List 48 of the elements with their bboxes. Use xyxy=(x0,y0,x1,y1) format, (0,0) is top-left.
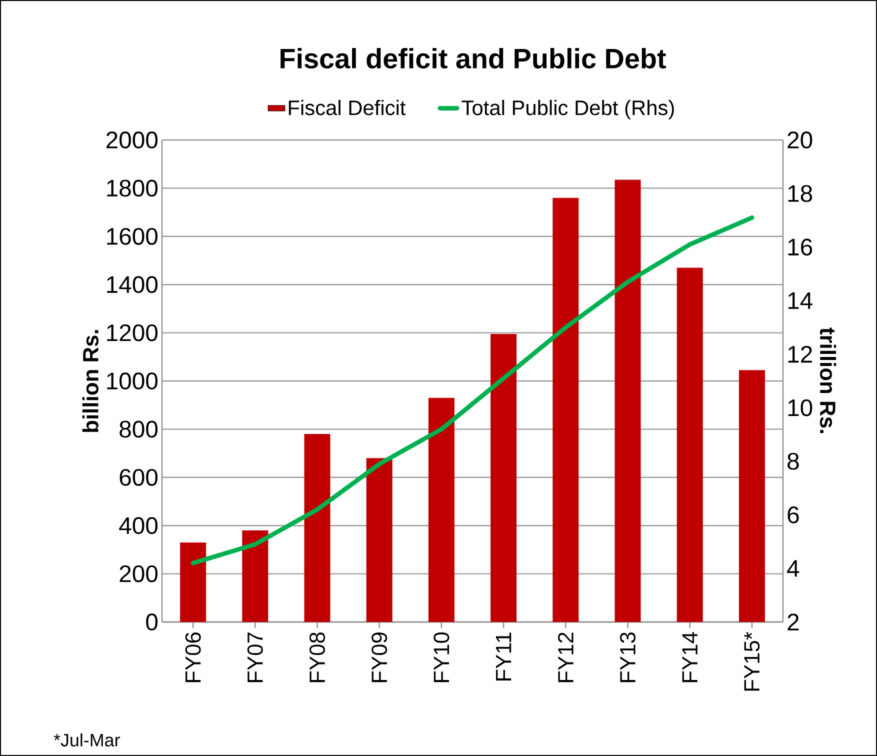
bar xyxy=(180,542,206,622)
y2-tick-label: 14 xyxy=(788,292,812,309)
y-tick-label: 1000 xyxy=(107,372,158,390)
x-tick-label: FY15* xyxy=(744,632,760,691)
y2-tick-label: 20 xyxy=(788,132,812,148)
x-tick-label: FY06 xyxy=(185,632,201,682)
x-tick-label: FY12 xyxy=(558,632,574,682)
x-tick-label: FY09 xyxy=(372,632,388,682)
bar xyxy=(676,268,703,622)
bar xyxy=(614,180,641,622)
y2-axis-title: trillion Rs. xyxy=(820,328,836,434)
x-tick-label: FY13 xyxy=(620,632,636,682)
bar xyxy=(304,434,330,622)
y2-tick-label: 8 xyxy=(788,452,799,470)
y-axis-title: billion Rs. xyxy=(82,330,98,432)
y2-tick-label: 18 xyxy=(788,185,812,202)
bar xyxy=(738,370,765,622)
chart-title: Fiscal deficit and Public Debt xyxy=(280,48,666,68)
y2-tick-label: 2 xyxy=(788,614,799,630)
y-tick-label: 600 xyxy=(120,468,158,486)
x-tick-label: FY07 xyxy=(247,632,263,682)
bar xyxy=(242,530,268,622)
y-tick-label: 2000 xyxy=(106,132,158,148)
x-tick-label: FY11 xyxy=(496,632,512,680)
y-tick-label: 1400 xyxy=(107,276,158,294)
legend-label: Total Public Debt (Rhs) xyxy=(462,100,674,120)
bar xyxy=(428,398,454,622)
y-tick-label: 200 xyxy=(120,565,158,582)
y-tick-label: 1200 xyxy=(107,324,158,342)
x-tick-label: FY14 xyxy=(682,632,698,682)
y-tick-label: 0 xyxy=(146,614,158,630)
y2-tick-label: 12 xyxy=(788,346,812,363)
bar xyxy=(490,334,517,622)
y-tick-label: 800 xyxy=(120,420,158,438)
text: *Jul-Mar xyxy=(54,733,120,746)
x-tick-label: FY08 xyxy=(309,632,326,682)
y-tick-label: 1600 xyxy=(107,228,158,245)
y-tick-label: 400 xyxy=(119,517,158,534)
y2-tick-label: 4 xyxy=(787,560,800,577)
y2-tick-label: 6 xyxy=(788,506,799,524)
y2-tick-label: 10 xyxy=(788,399,812,416)
x-tick-label: FY10 xyxy=(434,632,450,682)
bar xyxy=(552,198,579,622)
bar xyxy=(366,458,392,622)
y2-tick-label: 16 xyxy=(788,238,812,256)
legend-label: Fiscal Deficit xyxy=(288,100,406,116)
y-tick-label: 1800 xyxy=(107,180,158,197)
line-series xyxy=(190,215,754,566)
